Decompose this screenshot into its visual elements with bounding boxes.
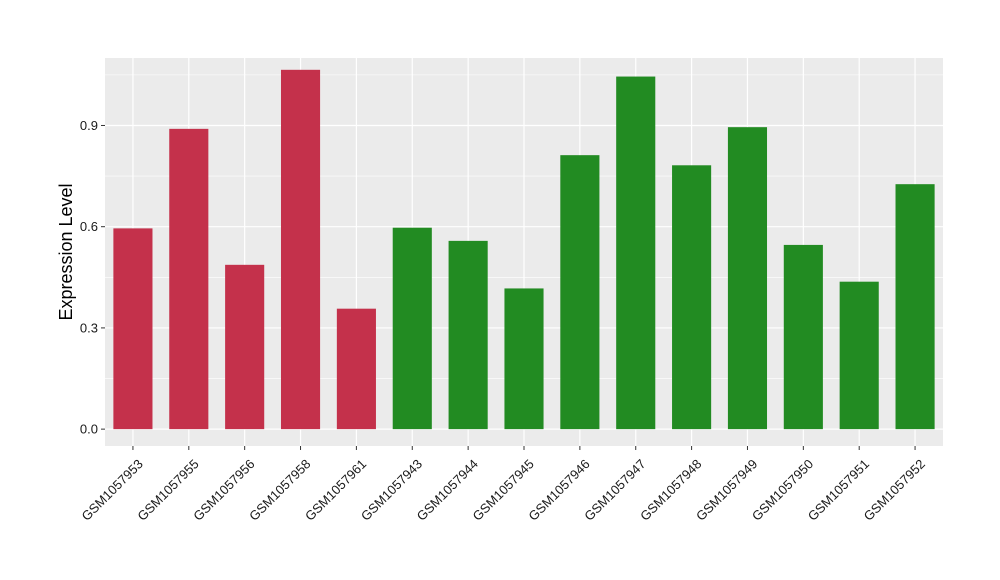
y-axis: 0.0 0.3 0.6 0.9	[80, 118, 105, 437]
bar-GSM1057945	[504, 288, 544, 430]
y-axis-title: Expression Level	[56, 183, 76, 320]
bar-GSM1057950	[783, 244, 823, 430]
bar-GSM1057955	[169, 128, 209, 430]
bar-GSM1057958	[280, 69, 321, 430]
bar-GSM1057948	[672, 165, 712, 430]
bar-GSM1057961	[336, 308, 376, 430]
bar-GSM1057956	[225, 264, 265, 430]
y-tick-label: 0.3	[80, 320, 98, 335]
bar-GSM1057947	[616, 76, 656, 430]
bar-GSM1057946	[560, 155, 600, 430]
y-tick-label: 0.9	[80, 118, 98, 133]
x-axis: GSM1057953GSM1057955GSM1057956GSM1057958…	[78, 446, 928, 524]
bar-GSM1057951	[839, 281, 879, 430]
bar-GSM1057952	[895, 184, 935, 430]
y-tick-label: 0.0	[80, 422, 98, 437]
bar-GSM1057953	[113, 228, 153, 430]
bars	[113, 69, 935, 430]
bar-GSM1057943	[392, 227, 432, 430]
bar-GSM1057949	[727, 127, 768, 430]
bar-GSM1057944	[448, 240, 488, 430]
y-tick-label: 0.6	[80, 219, 98, 234]
